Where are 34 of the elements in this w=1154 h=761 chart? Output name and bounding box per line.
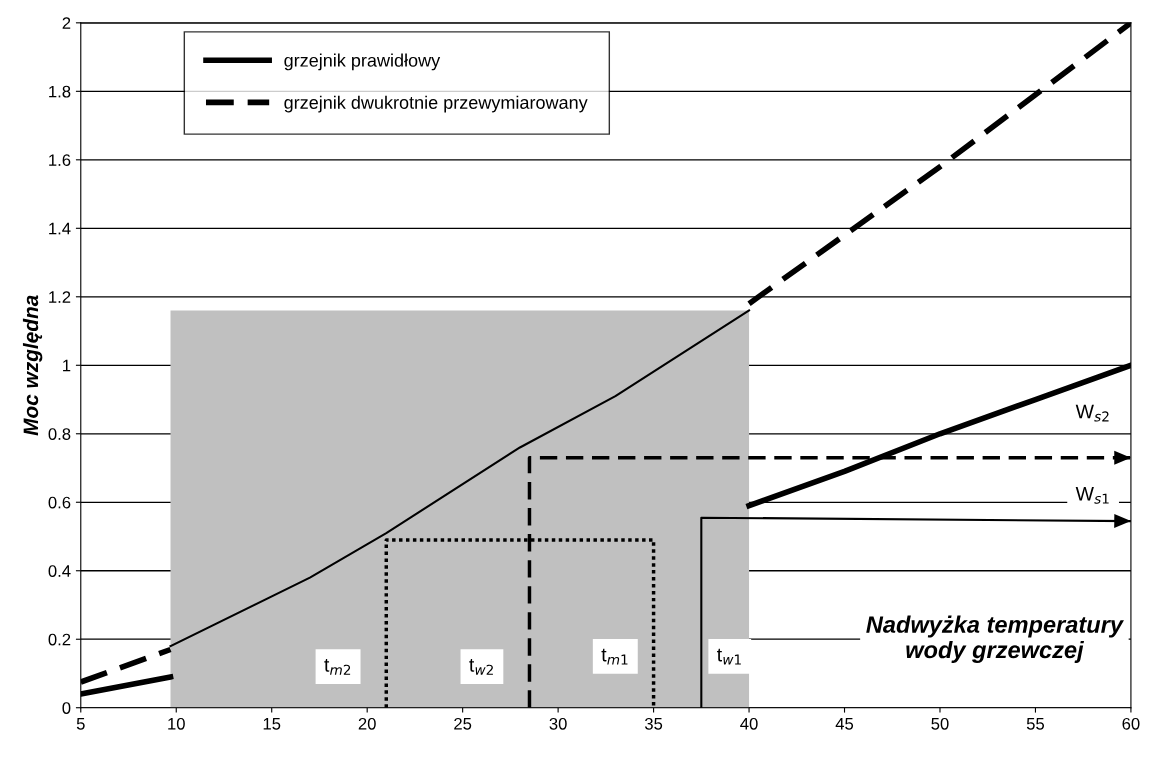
x-tick-label: 45 [835, 718, 854, 730]
legend-label: grzejnik dwukrotnie przewymiarowany [284, 95, 588, 113]
x-tick-label: 10 [168, 717, 185, 730]
legend-label: grzejnik prawidłowy [284, 53, 441, 71]
x-tick-label: 55 [1026, 718, 1045, 730]
y-tick-label: 1 [63, 359, 71, 372]
line-series [169, 309, 751, 648]
x-tick-label: 30 [549, 717, 567, 730]
annotation: t$_{m1}$ [601, 648, 628, 665]
x-tick-label: 60 [1122, 717, 1140, 730]
y-tick-label: 2 [62, 17, 71, 29]
x-tick-label: 15 [263, 718, 281, 730]
y-tick-label: 0.8 [48, 428, 71, 440]
y-tick-label: 1.4 [49, 222, 71, 235]
x-tick-label: 40 [740, 717, 758, 730]
annotation: t$_{w2}$ [469, 659, 493, 675]
y-tick-label: 0.4 [48, 565, 71, 577]
x-tick-label: 25 [454, 717, 472, 730]
y-tick-label: 0.6 [48, 496, 71, 509]
annotation: W$_{s1}$ [1075, 487, 1109, 504]
y-axis-title: Moc względna [22, 295, 43, 436]
annotation: t$_{w1}$ [717, 648, 741, 665]
x-tick-label: 5 [76, 718, 85, 730]
x-tick-label: 50 [931, 717, 949, 730]
y-tick-label: 0.2 [48, 633, 71, 646]
annotation: Nadwyżka temperatury wody grzewczej [866, 615, 1124, 663]
y-tick-label: 0 [62, 702, 71, 714]
annotation: t$_{m2}$ [324, 659, 351, 675]
annotation: W$_{s2}$ [1075, 404, 1109, 422]
x-tick-label: 20 [358, 717, 376, 730]
x-tick-label: 35 [644, 717, 663, 730]
y-tick-label: 1.8 [49, 85, 71, 98]
y-tick-label: 1.2 [49, 291, 71, 303]
y-tick-label: 1.6 [49, 154, 71, 167]
